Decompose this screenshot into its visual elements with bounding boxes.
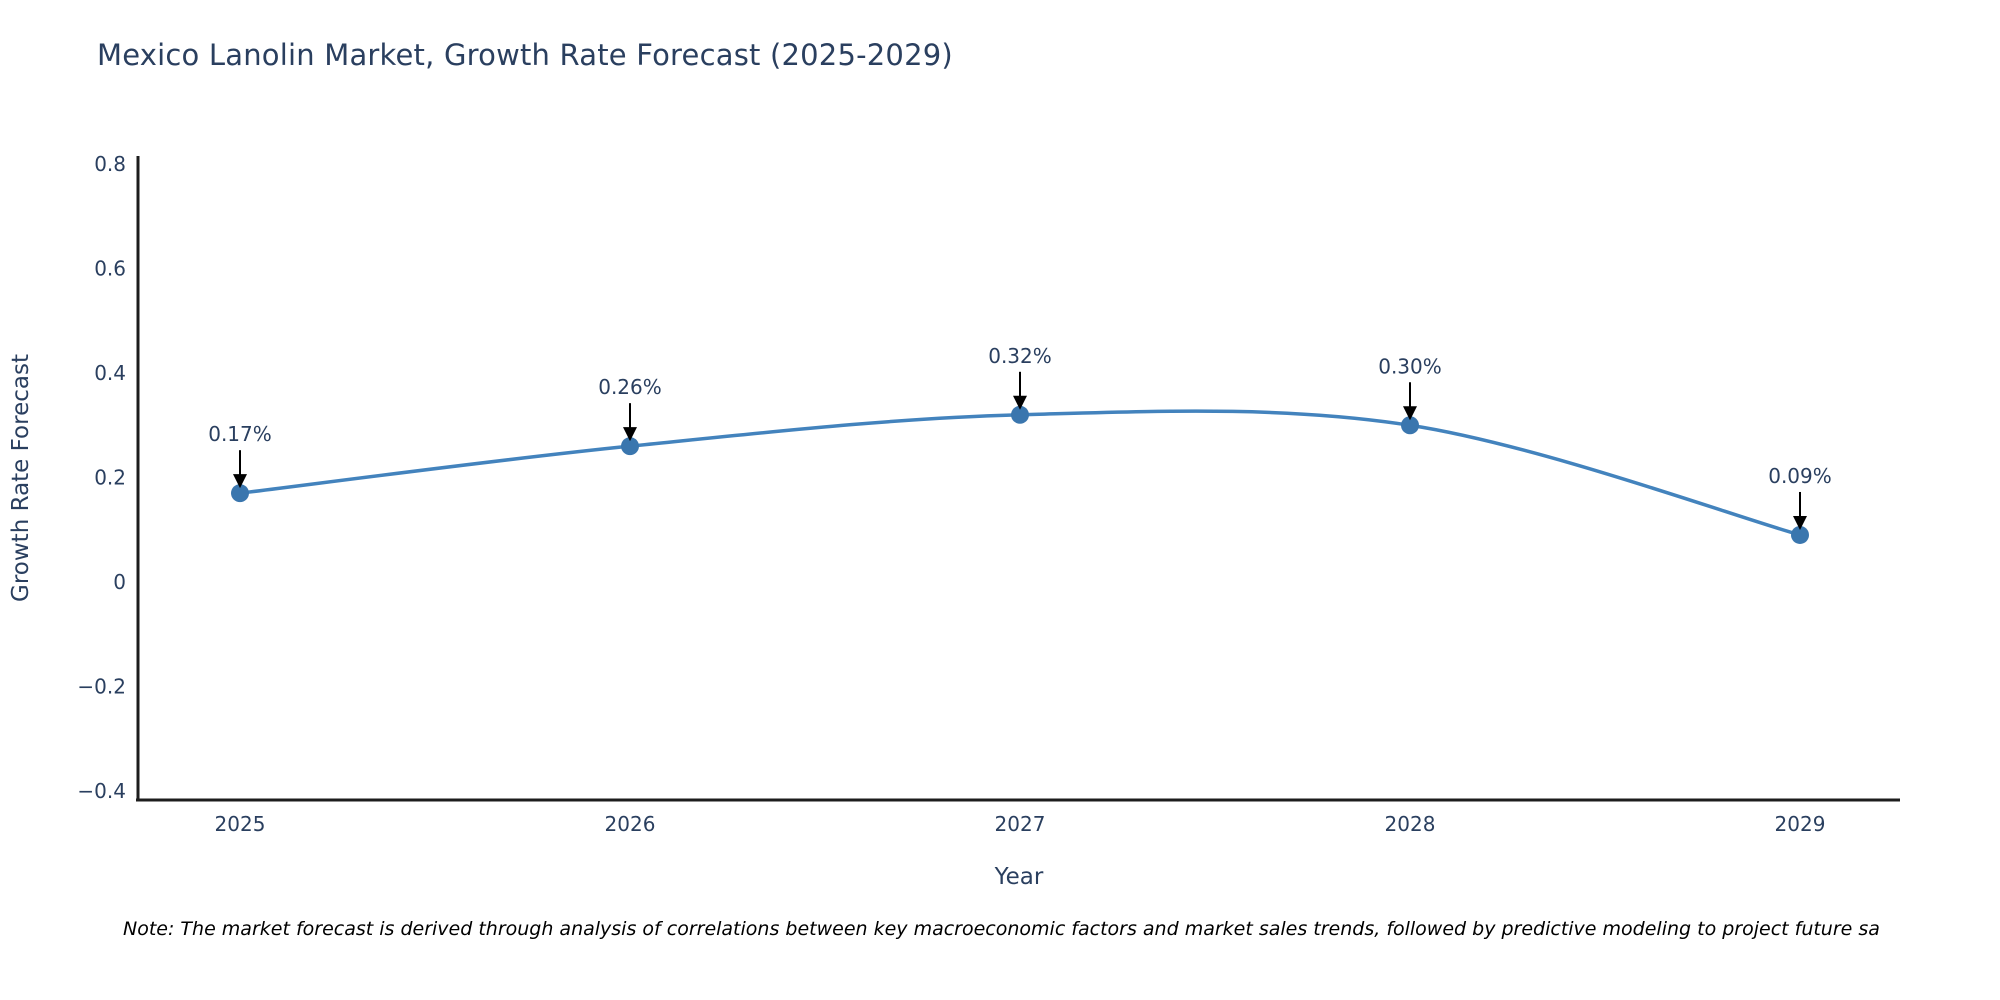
- y-axis-tick-labels: 0.8 0.6 0.4 0.2 0 −0.2 −0.4: [77, 152, 126, 803]
- y-tick-label: −0.4: [77, 779, 126, 803]
- point-annotation: 0.17%: [208, 422, 272, 489]
- annotation-label: 0.26%: [598, 375, 662, 399]
- data-point-marker: [231, 484, 249, 503]
- x-tick-label: 2025: [215, 812, 266, 836]
- annotation-arrowhead: [233, 474, 247, 489]
- data-point-marker: [1401, 416, 1419, 435]
- annotation-label: 0.09%: [1768, 464, 1832, 488]
- x-axis-tick-labels: 2025 2026 2027 2028 2029: [215, 812, 1826, 836]
- point-annotations: 0.17% 0.26% 0.32% 0.30% 0.09%: [208, 344, 1832, 530]
- annotation-arrowhead: [1793, 515, 1807, 530]
- y-tick-label: 0: [113, 570, 126, 594]
- y-tick-label: 0.6: [94, 257, 126, 281]
- annotation-arrowhead: [1403, 406, 1417, 421]
- data-point-marker: [1791, 525, 1809, 544]
- data-point-markers: [231, 405, 1809, 544]
- chart-title: Mexico Lanolin Market, Growth Rate Forec…: [97, 38, 953, 72]
- annotation-label: 0.32%: [988, 344, 1052, 368]
- point-annotation: 0.26%: [598, 375, 662, 442]
- footnote: Note: The market forecast is derived thr…: [123, 918, 1880, 940]
- forecast-line: [238, 409, 1802, 537]
- x-tick-label: 2028: [1385, 812, 1436, 836]
- point-annotation: 0.32%: [988, 344, 1052, 410]
- y-tick-label: 0.4: [94, 361, 126, 385]
- y-tick-label: −0.2: [77, 675, 126, 699]
- x-tick-label: 2029: [1775, 812, 1826, 836]
- x-tick-label: 2027: [995, 812, 1046, 836]
- point-annotation: 0.30%: [1378, 354, 1442, 421]
- data-point-marker: [1011, 405, 1029, 424]
- x-axis-title: Year: [994, 864, 1044, 890]
- point-annotation: 0.09%: [1768, 464, 1832, 530]
- data-point-marker: [621, 437, 639, 456]
- annotation-arrowhead: [623, 427, 637, 442]
- annotation-label: 0.30%: [1378, 354, 1442, 378]
- x-tick-label: 2026: [605, 812, 656, 836]
- annotation-label: 0.17%: [208, 422, 272, 446]
- annotation-arrowhead: [1013, 395, 1027, 410]
- y-axis-title: Growth Rate Forecast: [8, 354, 34, 602]
- y-tick-label: 0.2: [94, 466, 126, 490]
- y-tick-label: 0.8: [94, 152, 126, 176]
